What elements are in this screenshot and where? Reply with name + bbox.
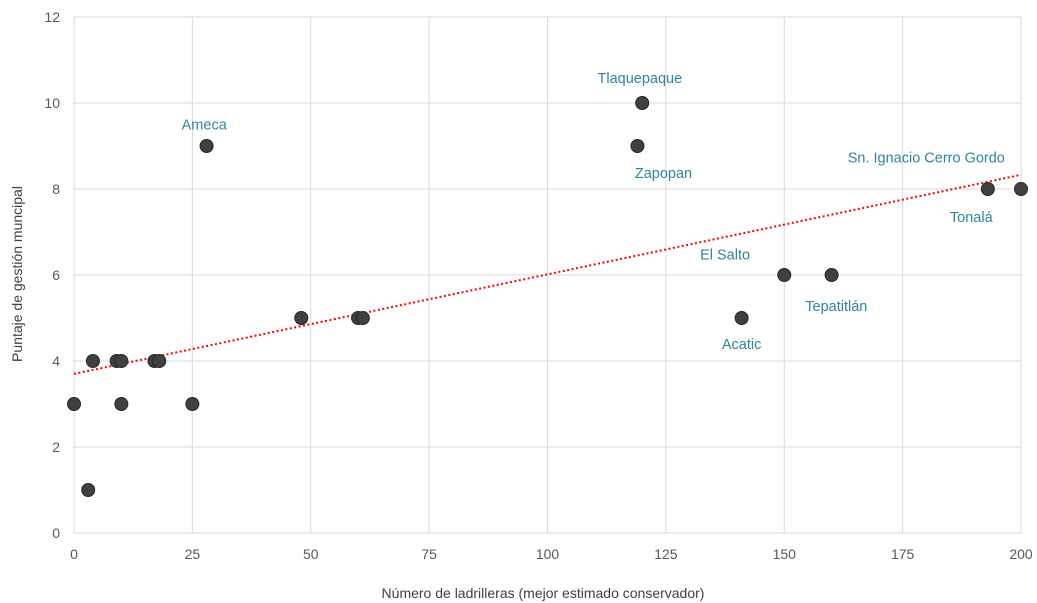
data-point	[777, 268, 792, 282]
y-axis-title: Puntaje de gestión muncipal	[9, 186, 25, 362]
trendline	[73, 173, 1022, 375]
data-point	[81, 483, 96, 497]
point-label: Tepatitlán	[805, 299, 867, 315]
data-point	[294, 311, 309, 325]
x-tick-label: 0	[70, 546, 78, 562]
point-label: El Salto	[700, 247, 750, 263]
y-tick-label: 2	[52, 439, 60, 455]
x-tick-label: 175	[891, 546, 915, 562]
point-label: Acatic	[722, 337, 762, 353]
y-tick-label: 6	[52, 267, 60, 283]
x-tick-label: 75	[421, 546, 437, 562]
data-point	[85, 354, 100, 368]
data-point	[1014, 182, 1028, 196]
data-point	[114, 397, 129, 411]
gridlines	[73, 16, 1022, 534]
data-point	[67, 397, 81, 411]
data-points	[67, 96, 1028, 497]
x-tick-label: 50	[303, 546, 319, 562]
x-axis-title: Número de ladrilleras (mejor estimado co…	[382, 585, 705, 601]
x-tick-label: 25	[185, 546, 201, 562]
trendline-layer	[73, 173, 1022, 375]
data-point	[152, 354, 167, 368]
data-point	[114, 354, 129, 368]
point-label: Sn. Ignacio Cerro Gordo	[848, 151, 1005, 167]
x-tick-label: 100	[536, 546, 560, 562]
data-point	[355, 311, 370, 325]
y-tick-label: 4	[52, 353, 60, 369]
point-label: Zapopan	[635, 166, 692, 182]
y-tick-label: 8	[52, 181, 60, 197]
data-point	[199, 139, 214, 153]
y-tick-label: 12	[44, 9, 60, 25]
data-point	[185, 397, 200, 411]
point-label: Tonalá	[950, 210, 994, 226]
data-point	[635, 96, 650, 110]
x-tick-label: 200	[1009, 546, 1033, 562]
point-label: Ameca	[182, 118, 228, 134]
y-tick-label: 0	[52, 525, 60, 541]
data-point	[980, 182, 995, 196]
point-label: Tlaquepaque	[597, 71, 682, 87]
tick-labels: 0 25 50 75 100 125 150 175 200 0 2 4 6 8 10 12	[44, 9, 1032, 562]
x-tick-label: 150	[773, 546, 797, 562]
data-point	[824, 268, 839, 282]
data-point	[734, 311, 749, 325]
x-tick-label: 125	[654, 546, 678, 562]
data-point	[630, 139, 645, 153]
y-tick-label: 10	[44, 95, 60, 111]
point-annotations: Ameca Tlaquepaque Zapopan Sn. Ignacio Cerro…	[182, 71, 1005, 353]
